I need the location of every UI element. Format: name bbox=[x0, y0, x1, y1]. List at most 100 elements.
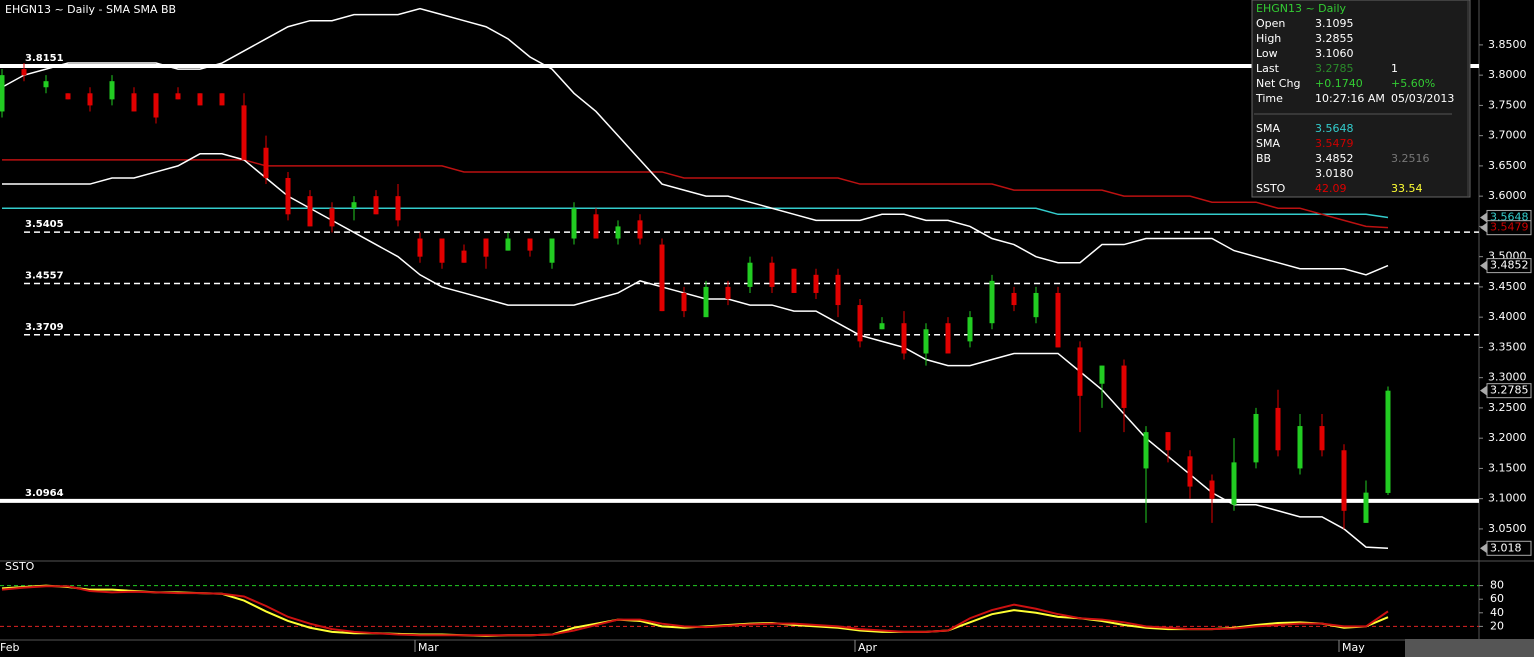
candle-body bbox=[1055, 292, 1061, 348]
price-level-label: 3.5405 bbox=[25, 219, 64, 230]
y-tick-label: 40 bbox=[1490, 606, 1504, 619]
info-label: High bbox=[1256, 32, 1281, 45]
candle-body bbox=[131, 93, 137, 112]
info-value: 3.2855 bbox=[1315, 32, 1354, 45]
y-tick-label: 3.3000 bbox=[1488, 371, 1527, 384]
candle-body bbox=[175, 93, 181, 100]
candle-body bbox=[879, 323, 885, 330]
candle-body bbox=[1275, 407, 1281, 451]
y-tick-label: 3.2500 bbox=[1488, 401, 1527, 414]
y-tick-label: 3.8000 bbox=[1488, 68, 1527, 81]
info-value: 05/03/2013 bbox=[1391, 92, 1454, 105]
overlay-line bbox=[1, 7, 1389, 276]
candle-body bbox=[307, 196, 313, 227]
y-tick-label: 3.8500 bbox=[1488, 38, 1527, 51]
info-panel: EHGN13 ~ Daily Open 3.1095 High 3.2855 Low 3.1… bbox=[1251, 0, 1471, 198]
candle-body bbox=[901, 323, 907, 354]
candle-body bbox=[703, 286, 709, 318]
y-tick-label: 3.2000 bbox=[1488, 431, 1527, 444]
candle-body bbox=[461, 250, 467, 263]
candle-body bbox=[857, 305, 863, 342]
info-label: Last bbox=[1256, 62, 1280, 75]
y-tick-label: 3.3500 bbox=[1488, 340, 1527, 353]
candle-body bbox=[439, 238, 445, 263]
y-tick-label: 3.7000 bbox=[1488, 129, 1527, 142]
candle-body bbox=[0, 75, 5, 112]
candle-body bbox=[241, 105, 247, 160]
price-level-label: 3.0964 bbox=[25, 488, 64, 499]
price-badge-pointer bbox=[1480, 222, 1487, 233]
info-title: EHGN13 ~ Daily bbox=[1256, 2, 1347, 15]
price-badge-label: 3.018 bbox=[1490, 541, 1522, 554]
candle-body bbox=[681, 292, 687, 312]
candle-body bbox=[1121, 365, 1127, 408]
candle-body bbox=[1033, 292, 1039, 318]
info-value: 3.4852 bbox=[1315, 152, 1354, 165]
y-tick-label: 3.7500 bbox=[1488, 98, 1527, 111]
candle-body bbox=[219, 93, 225, 106]
price-level-label: 3.3709 bbox=[25, 322, 64, 333]
y-tick-label: 3.4000 bbox=[1488, 310, 1527, 323]
candle-body bbox=[615, 226, 621, 239]
candle-body bbox=[1363, 492, 1369, 523]
x-tick-label: Feb bbox=[0, 641, 19, 654]
info-label: SMA bbox=[1256, 122, 1280, 135]
candle-body bbox=[263, 147, 269, 179]
candle-body bbox=[87, 93, 93, 106]
chart-title: EHGN13 ~ Daily - SMA SMA BB bbox=[5, 3, 176, 16]
overlay-line bbox=[2, 159, 1389, 229]
candle-body bbox=[1297, 426, 1303, 469]
info-value: +5.60% bbox=[1391, 77, 1435, 90]
candle-body bbox=[43, 81, 49, 88]
info-label: BB bbox=[1256, 152, 1271, 165]
price-badge-pointer bbox=[1480, 543, 1487, 554]
plot: 3.85003.80003.75003.70003.65003.60003.55… bbox=[0, 7, 1532, 654]
candle-body bbox=[1385, 390, 1391, 493]
candle-body bbox=[923, 329, 929, 354]
info-value: 3.2516 bbox=[1391, 152, 1430, 165]
info-value: 33.54 bbox=[1391, 182, 1423, 195]
x-tick-label: Mar bbox=[418, 641, 439, 654]
y-tick-label: 3.6000 bbox=[1488, 189, 1527, 202]
candle-body bbox=[65, 93, 71, 100]
candle-body bbox=[637, 220, 643, 239]
candle-body bbox=[417, 238, 423, 257]
candle-body bbox=[791, 268, 797, 293]
info-label: Open bbox=[1256, 17, 1285, 30]
overlay-line bbox=[2, 153, 1389, 550]
price-badge-label: 3.5479 bbox=[1490, 221, 1529, 234]
candle-body bbox=[945, 323, 951, 354]
info-value: +0.1740 bbox=[1315, 77, 1363, 90]
candle-body bbox=[813, 274, 819, 293]
y-tick-label: 3.0500 bbox=[1488, 522, 1527, 535]
info-value: 3.5648 bbox=[1315, 122, 1354, 135]
info-label: Time bbox=[1255, 92, 1283, 105]
info-value: 3.0180 bbox=[1315, 167, 1354, 180]
candle-body bbox=[1165, 432, 1171, 451]
y-tick-label: 60 bbox=[1490, 592, 1504, 605]
candle-body bbox=[285, 178, 291, 215]
info-value: 3.5479 bbox=[1315, 137, 1354, 150]
candle-body bbox=[109, 81, 115, 100]
candle-body bbox=[395, 196, 401, 221]
info-value: 1 bbox=[1391, 62, 1398, 75]
price-level-label: 3.8151 bbox=[25, 53, 64, 64]
info-value: 10:27:16 AM bbox=[1315, 92, 1385, 105]
candle-body bbox=[659, 244, 665, 312]
candle-body bbox=[483, 238, 489, 257]
candle-body bbox=[967, 317, 973, 342]
candle-body bbox=[593, 214, 599, 239]
price-level-label: 3.4557 bbox=[25, 270, 64, 281]
panel-title: SSTO bbox=[5, 560, 35, 573]
candle-body bbox=[747, 262, 753, 287]
x-tick-label: May bbox=[1342, 641, 1365, 654]
indicator-line bbox=[1, 585, 1389, 637]
price-badge-pointer bbox=[1480, 212, 1487, 223]
info-label: Low bbox=[1256, 47, 1278, 60]
candle-body bbox=[21, 69, 27, 76]
candle-body bbox=[571, 208, 577, 239]
info-value: 3.1095 bbox=[1315, 17, 1354, 30]
candle-body bbox=[197, 93, 203, 106]
candle-body bbox=[835, 274, 841, 306]
